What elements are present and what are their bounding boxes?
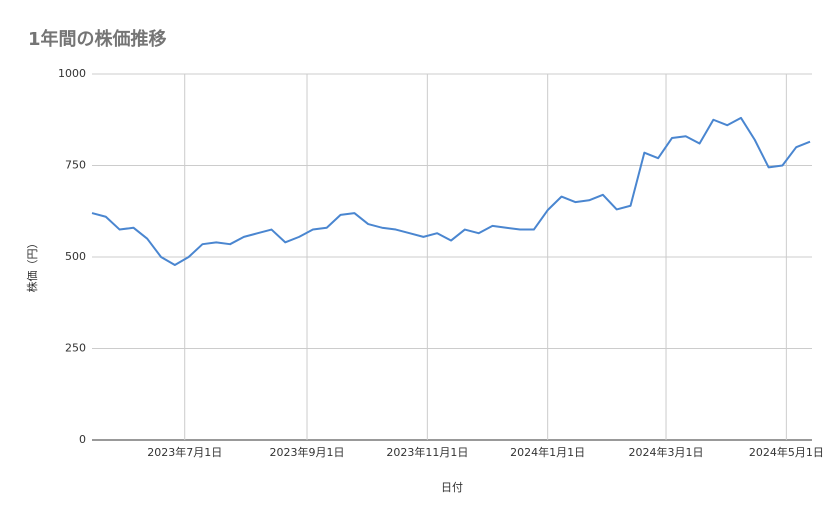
x-tick-label: 2024年5月1日 (749, 445, 824, 459)
x-tick-label: 2023年7月1日 (147, 445, 222, 459)
x-tick-label: 2023年9月1日 (270, 445, 345, 459)
y-tick-label: 1000 (58, 67, 86, 80)
x-axis-label: 日付 (441, 481, 463, 494)
y-tick-label: 500 (65, 250, 86, 263)
y-axis-label: 株価（円） (25, 238, 39, 293)
x-tick-label: 2024年1月1日 (510, 445, 585, 459)
x-tick-label: 2023年11月1日 (386, 445, 468, 459)
chart-title: 1年間の株価推移 (28, 28, 167, 50)
y-tick-label: 750 (65, 159, 86, 172)
y-tick-label: 250 (65, 342, 86, 355)
line-series (91, 116, 811, 267)
x-tick-label: 2024年3月1日 (629, 445, 704, 459)
y-tick-label: 0 (79, 433, 86, 446)
